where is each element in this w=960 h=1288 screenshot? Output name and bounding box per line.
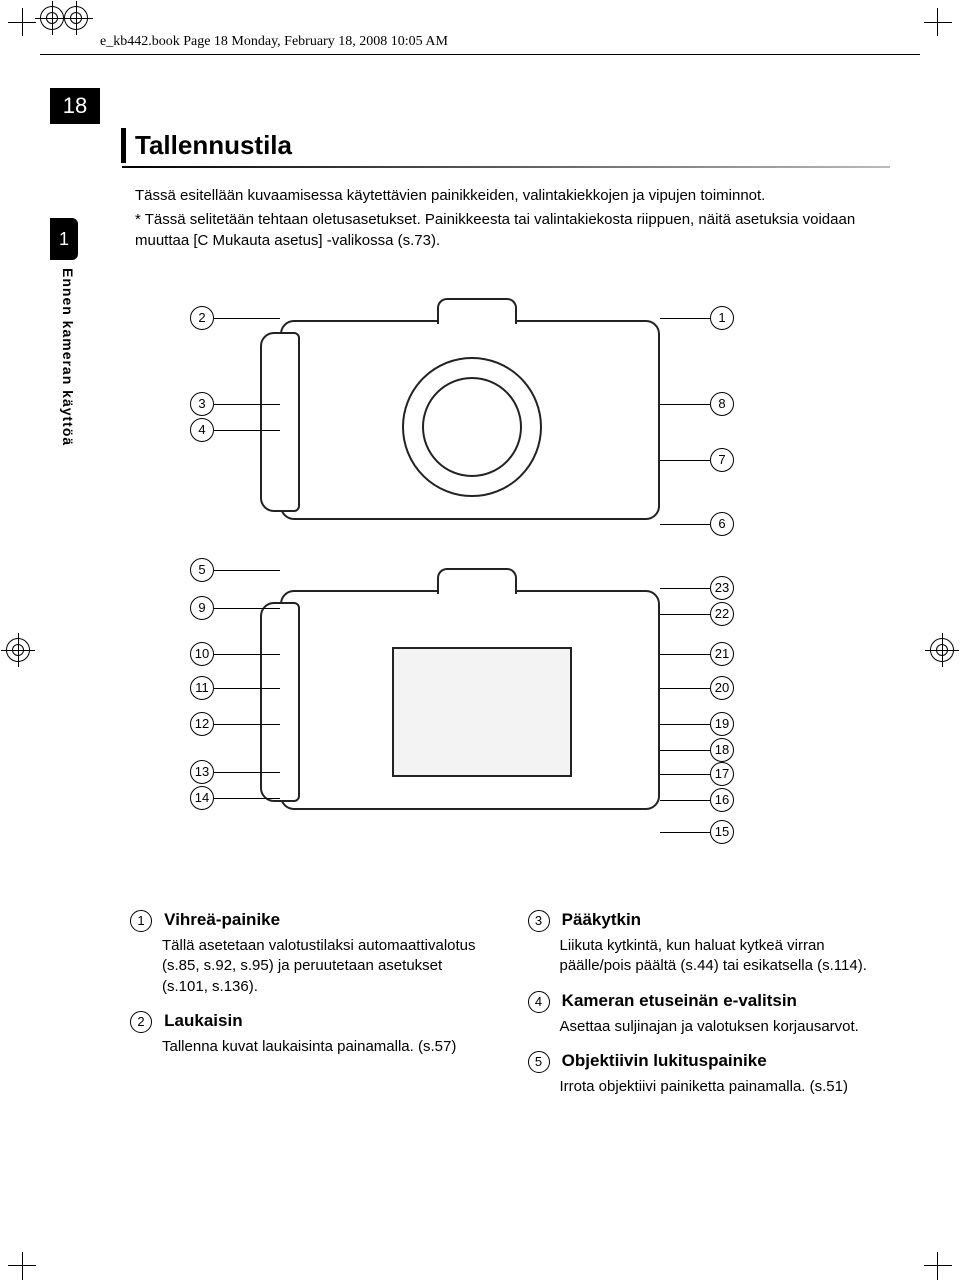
callout-lead [660,688,710,689]
callout-lead [214,772,280,773]
desc-number: 2 [130,1011,152,1033]
desc-item: 2 Laukaisin Tallenna kuvat laukaisinta p… [130,1011,488,1057]
callout-lead [660,654,710,655]
callout-lead [660,724,710,725]
chapter-side-label: Ennen kameran käyttöä [54,268,76,446]
callout-lead [214,318,280,319]
callout-lead [660,800,710,801]
callout-lead [214,798,280,799]
camera-lens-inner [422,377,522,477]
section-title: Tallennustila [135,130,292,161]
camera-viewfinder-hump [437,568,517,594]
desc-body: Liikuta kytkintä, kun haluat kytkeä virr… [560,936,886,977]
callout-lead [214,570,280,571]
desc-title: Laukaisin [164,1011,242,1030]
registration-mark [6,638,30,662]
callout-lead [214,608,280,609]
callout-lead [660,832,710,833]
desc-number: 1 [130,910,152,932]
desc-item: 4 Kameran etuseinän e-valitsin Asettaa s… [528,991,886,1037]
desc-col-left: 1 Vihreä-painike Tällä asetetaan valotus… [130,910,488,1111]
desc-item: 1 Vihreä-painike Tällä asetetaan valotus… [130,910,488,997]
callout-15: 15 [710,820,734,844]
desc-number: 3 [528,910,550,932]
desc-title: Kameran etuseinän e-valitsin [562,991,797,1010]
desc-col-right: 3 Pääkytkin Liikuta kytkintä, kun haluat… [528,910,886,1111]
callout-17: 17 [710,762,734,786]
callout-1: 1 [710,306,734,330]
callout-16: 16 [710,788,734,812]
callout-6: 6 [710,512,734,536]
callout-lead [214,688,280,689]
desc-number: 5 [528,1051,550,1073]
camera-front-outline [280,320,660,520]
callout-10: 10 [190,642,214,666]
callout-14: 14 [190,786,214,810]
intro-text: Tässä esitellään kuvaamisessa käytettävi… [135,186,875,251]
callout-lead [214,654,280,655]
registration-mark [930,638,954,662]
chapter-tab: 1 [50,218,78,260]
callout-5: 5 [190,558,214,582]
callout-lead [660,524,710,525]
camera-back-outline [280,590,660,810]
callout-22: 22 [710,602,734,626]
callout-12: 12 [190,712,214,736]
callout-lead [214,724,280,725]
callout-13: 13 [190,760,214,784]
callout-lead [660,460,710,461]
desc-title: Pääkytkin [562,910,641,929]
callout-lead [660,750,710,751]
callout-lead [214,430,280,431]
desc-item: 3 Pääkytkin Liikuta kytkintä, kun haluat… [528,910,886,977]
callout-18: 18 [710,738,734,762]
camera-diagram: 2341876591011121314232221201918171615 [150,300,830,880]
intro-line: * Tässä selitetään tehtaan oletusasetuks… [135,210,875,251]
page-number: 18 [50,88,100,124]
camera-prism-hump [437,298,517,324]
intro-line: Tässä esitellään kuvaamisessa käytettävi… [135,186,875,206]
camera-grip [260,332,300,512]
desc-body: Tallenna kuvat laukaisinta painamalla. (… [162,1037,488,1057]
desc-body: Irrota objektiivi painiketta painamalla.… [560,1077,886,1097]
callout-11: 11 [190,676,214,700]
callout-lead [660,614,710,615]
callout-lead [214,404,280,405]
part-descriptions: 1 Vihreä-painike Tällä asetetaan valotus… [130,910,885,1111]
callout-23: 23 [710,576,734,600]
header-rule [40,54,920,55]
desc-title: Objektiivin lukituspainike [562,1051,767,1070]
running-header: e_kb442.book Page 18 Monday, February 18… [100,34,448,50]
callout-lead [660,318,710,319]
callout-lead [660,774,710,775]
camera-lcd-screen [392,647,572,777]
callout-21: 21 [710,642,734,666]
callout-20: 20 [710,676,734,700]
callout-2: 2 [190,306,214,330]
desc-number: 4 [528,991,550,1013]
desc-item: 5 Objektiivin lukituspainike Irrota obje… [528,1051,886,1097]
section-underline [122,166,890,168]
callout-19: 19 [710,712,734,736]
desc-body: Tällä asetetaan valotustilaksi automaatt… [162,936,488,997]
callout-9: 9 [190,596,214,620]
registration-mark [64,6,88,30]
callout-4: 4 [190,418,214,442]
callout-lead [660,588,710,589]
callout-8: 8 [710,392,734,416]
callout-lead [660,404,710,405]
desc-body: Asettaa suljinajan ja valotuksen korjaus… [560,1017,886,1037]
callout-7: 7 [710,448,734,472]
callout-3: 3 [190,392,214,416]
desc-title: Vihreä-painike [164,910,280,929]
